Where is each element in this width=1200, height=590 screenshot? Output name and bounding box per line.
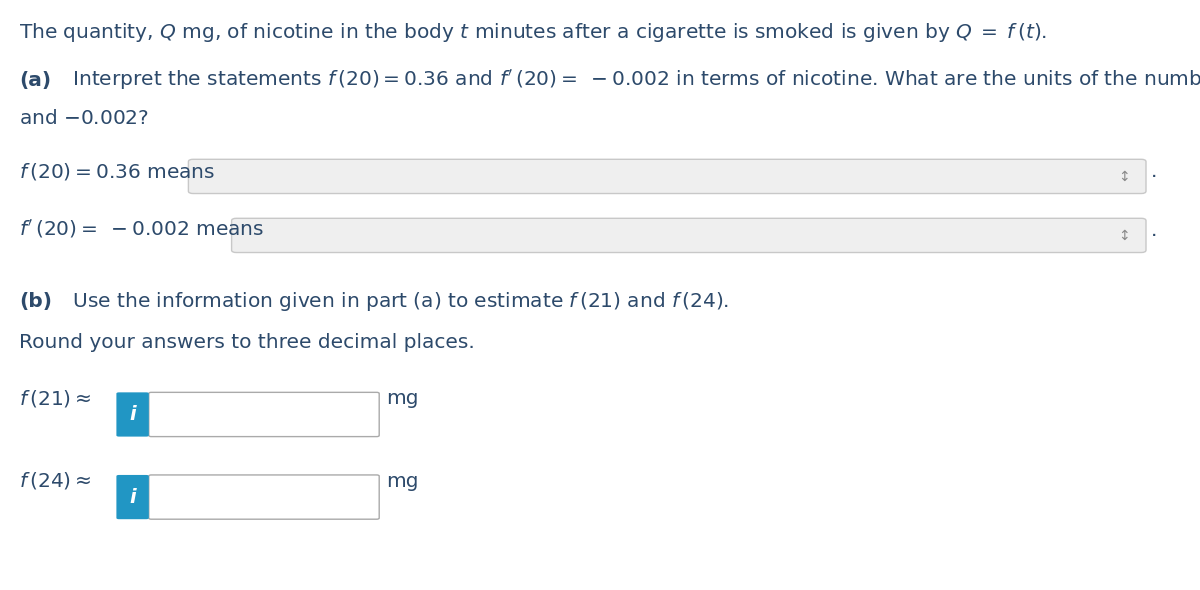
Text: $f\,(24) \approx$: $f\,(24) \approx$ (19, 470, 91, 491)
FancyBboxPatch shape (116, 392, 149, 437)
Text: Interpret the statements $f\,(20) = 0.36$ and $f'\,(20) =\; -0.002$ in terms of : Interpret the statements $f\,(20) = 0.36… (66, 67, 1200, 91)
Text: (a): (a) (19, 71, 52, 90)
Text: ↕: ↕ (1118, 169, 1130, 183)
Text: ↕: ↕ (1118, 228, 1130, 242)
FancyBboxPatch shape (116, 475, 149, 519)
Text: i: i (130, 405, 136, 424)
Text: .: . (1151, 162, 1157, 181)
Text: $f\,(20) = 0.36$ means: $f\,(20) = 0.36$ means (19, 160, 215, 182)
Text: $f\,(21) \approx$: $f\,(21) \approx$ (19, 388, 91, 409)
Text: (b): (b) (19, 292, 53, 311)
Text: i: i (130, 487, 136, 507)
FancyBboxPatch shape (232, 218, 1146, 253)
FancyBboxPatch shape (149, 392, 379, 437)
Text: mg: mg (386, 389, 419, 408)
Text: $f'\,(20) =\; -0.002$ means: $f'\,(20) =\; -0.002$ means (19, 218, 264, 241)
FancyBboxPatch shape (149, 475, 379, 519)
Text: The quantity, $\mathit{Q}$ mg, of nicotine in the body $\mathit{t}$ minutes afte: The quantity, $\mathit{Q}$ mg, of nicoti… (19, 21, 1048, 44)
Text: .: . (1151, 221, 1157, 240)
Text: Round your answers to three decimal places.: Round your answers to three decimal plac… (19, 333, 475, 352)
Text: mg: mg (386, 472, 419, 491)
Text: and $-0.002$?: and $-0.002$? (19, 109, 149, 128)
FancyBboxPatch shape (188, 159, 1146, 194)
Text: Use the information given in part (a) to estimate $f\,(21)$ and $f\,(24)$.: Use the information given in part (a) to… (66, 290, 730, 313)
